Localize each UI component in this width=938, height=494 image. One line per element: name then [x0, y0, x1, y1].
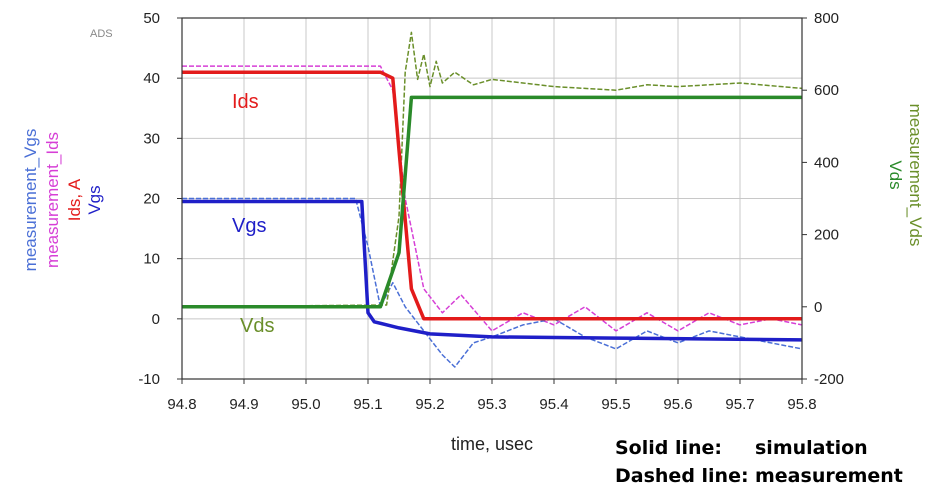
x-axis-label: time, usec: [451, 434, 533, 454]
right-tick-labels: 800 600 400 200 0 -200: [802, 10, 844, 388]
x-tick-label: 95.1: [353, 396, 382, 413]
left-axis-label: Vgs: [85, 185, 104, 214]
left-axis-label: measurement_Ids: [43, 132, 62, 268]
x-tick-label: 94.9: [229, 396, 258, 413]
x-tick-label: 95.8: [787, 396, 816, 413]
series-line-ids: [182, 70, 802, 321]
x-tick-label: 95.4: [539, 396, 568, 413]
legend-dashed-label: Dashed line:: [615, 465, 749, 487]
left-tick-label: 50: [143, 10, 160, 27]
series-layer: [181, 31, 803, 368]
x-tick-label: 95.6: [663, 396, 692, 413]
annotation-vds: Vds: [240, 315, 274, 337]
watermark: ADS: [90, 28, 113, 40]
series-line-vds: [182, 95, 802, 309]
left-axis-label: Ids, A: [65, 178, 84, 221]
series-line-vgs: [182, 199, 803, 342]
left-tick-label: 30: [143, 130, 160, 147]
x-tick-labels: 94.8 94.9 95.0 95.1 95.2 95.3 95.4 95.5 95.6 95.7…: [167, 379, 817, 413]
legend-solid-label: Solid line:: [615, 437, 722, 459]
right-axis-label: Vds: [886, 160, 905, 189]
left-tick-label: 20: [143, 191, 160, 208]
x-tick-label: 94.8: [167, 396, 196, 413]
x-tick-label: 95.5: [601, 396, 630, 413]
left-axis-label: measurement_Vgs: [21, 129, 40, 272]
annotation-ids: Ids: [232, 91, 259, 113]
left-tick-label: 0: [152, 311, 160, 328]
right-tick-label: 600: [814, 82, 839, 99]
left-tick-label: 40: [143, 70, 160, 87]
right-tick-label: 400: [814, 154, 839, 171]
x-tick-label: 95.2: [415, 396, 444, 413]
right-axis-label: measurement_Vds: [906, 104, 925, 247]
series-line-measurement-vds: [181, 31, 803, 308]
legend-dashed-value: measurement: [755, 465, 903, 487]
x-tick-label: 95.3: [477, 396, 506, 413]
left-tick-labels: 50 40 30 20 10 0 -10: [138, 10, 182, 388]
x-tick-label: 95.0: [291, 396, 320, 413]
left-axis-labels: measurement_Vgs measurement_Ids Ids, A Vgs: [21, 129, 104, 272]
right-tick-label: 0: [814, 299, 822, 316]
left-tick-label: 10: [143, 251, 160, 268]
legend-solid-value: simulation: [755, 437, 868, 459]
x-tick-label: 95.7: [725, 396, 754, 413]
right-tick-label: 200: [814, 227, 839, 244]
annotation-vgs: Vgs: [232, 215, 266, 237]
right-tick-label: 800: [814, 10, 839, 27]
right-tick-label: -200: [814, 371, 844, 388]
left-tick-label: -10: [138, 371, 160, 388]
